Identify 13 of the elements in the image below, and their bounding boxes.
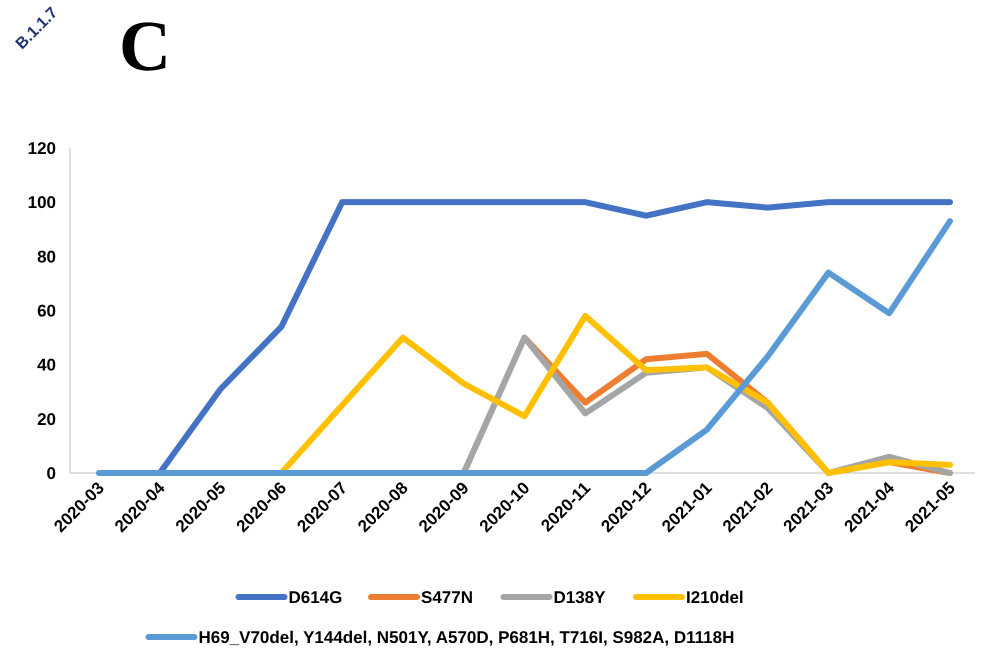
legend-label: D138Y (554, 588, 606, 607)
y-tick-label: 20 (37, 410, 56, 429)
chart-title: C (119, 6, 171, 86)
y-tick-label: 80 (37, 247, 56, 266)
legend-label: I210del (686, 588, 744, 607)
y-tick-label: 40 (37, 356, 56, 375)
legend-label: H69_V70del, Y144del, N501Y, A570D, P681H, T716I, S982A, D1118H (198, 628, 734, 647)
legend-label: S477N (421, 588, 473, 607)
y-tick-label: 0 (46, 464, 56, 483)
y-tick-label: 100 (28, 193, 56, 212)
y-tick-label: 120 (28, 139, 56, 158)
legend-label: D614G (288, 588, 342, 607)
y-tick-label: 60 (37, 302, 56, 320)
